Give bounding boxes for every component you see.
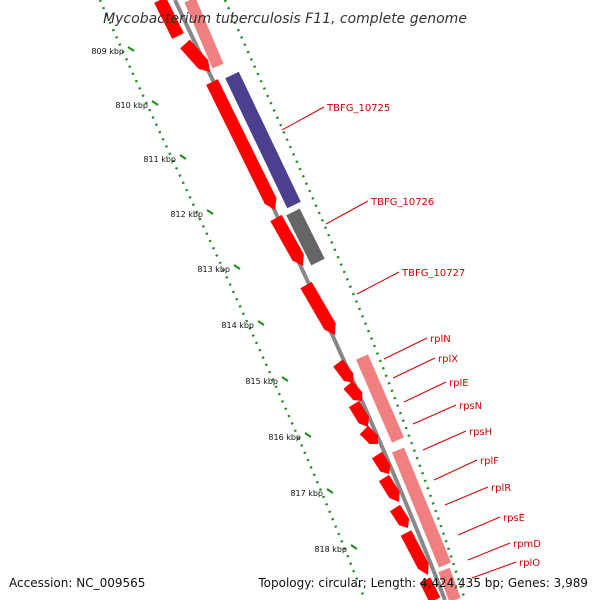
ruler-tick xyxy=(326,488,334,494)
feature-pink xyxy=(438,567,461,600)
gene-labels: TBFG_10725 TBFG_10726 TBFG_10727 rplN rplX rp… xyxy=(281,103,541,579)
outer-dotted-track xyxy=(223,0,467,600)
map-title: Mycobacterium tuberculosis F11, complete… xyxy=(103,11,467,27)
ruler-tick xyxy=(350,544,358,550)
ruler-label: 813 kbp xyxy=(197,265,230,274)
feature-track xyxy=(154,0,461,600)
ruler-label: 816 kbp xyxy=(268,433,301,442)
ruler-label: 817 kbp xyxy=(290,489,323,498)
ruler-label: 818 kbp xyxy=(314,545,347,554)
gene-label: rplO xyxy=(519,558,540,569)
cds-arrow xyxy=(419,577,441,600)
gene-label: rplR xyxy=(491,483,511,494)
inner-dotted-ruler xyxy=(98,0,367,600)
gene-label: TBFG_10725 xyxy=(326,103,390,114)
cds-arrow xyxy=(343,381,363,402)
cds-arrow xyxy=(378,474,400,502)
ruler-label: 812 kbp xyxy=(170,210,203,219)
summary-text: Topology: circular; Length: 4,424,435 bp… xyxy=(257,576,588,590)
cds-arrow xyxy=(180,39,210,72)
cds-arrow xyxy=(348,400,369,427)
cds-arrow xyxy=(400,530,429,575)
ruler-label: 810 kbp xyxy=(115,101,148,110)
gene-label: TBFG_10726 xyxy=(370,197,434,208)
cds-arrow xyxy=(389,504,410,529)
feature-blue xyxy=(225,71,301,209)
ruler-tick xyxy=(151,100,159,106)
cds-arrow xyxy=(154,0,184,39)
ruler-label: 811 kbp xyxy=(143,155,176,164)
ruler-tick xyxy=(127,46,135,52)
ruler-label: 815 kbp xyxy=(245,377,278,386)
ruler-tick xyxy=(257,320,265,326)
gene-leader-line xyxy=(444,486,489,506)
gene-leader-line xyxy=(281,106,325,131)
gene-leader-line xyxy=(422,430,467,451)
cds-arrow xyxy=(359,425,379,445)
gene-label: rpsN xyxy=(459,401,482,412)
gene-label: rpmD xyxy=(513,539,541,550)
ruler-tick xyxy=(179,154,187,160)
cds-arrow xyxy=(333,359,354,384)
accession-text: Accession: NC_009565 xyxy=(9,576,145,590)
gene-label: rplE xyxy=(449,378,469,389)
gene-leader-line xyxy=(433,459,478,481)
gene-leader-line xyxy=(392,357,436,379)
gene-label: TBFG_10727 xyxy=(401,268,465,279)
gene-label: rplF xyxy=(480,456,499,467)
feature-gray xyxy=(286,208,325,266)
feature-pink xyxy=(391,447,452,568)
ruler-tick xyxy=(281,376,289,382)
ruler-label: 809 kbp xyxy=(91,47,124,56)
ruler-ticks: 809 kbp 810 kbp 811 kbp 812 kbp 813 kbp 814 k… xyxy=(91,46,358,554)
gene-leader-line xyxy=(457,516,501,536)
ruler-tick xyxy=(304,432,312,438)
gene-leader-line xyxy=(403,381,447,403)
gene-leader-line xyxy=(412,404,457,425)
gene-leader-line xyxy=(325,200,369,225)
gene-label: rpsH xyxy=(469,427,492,438)
ruler-tick xyxy=(233,264,241,270)
ruler-label: 814 kbp xyxy=(221,321,254,330)
cds-arrow xyxy=(300,281,336,336)
gene-leader-line xyxy=(383,337,428,360)
gene-label: rplN xyxy=(430,334,451,345)
gene-label: rplX xyxy=(438,354,458,365)
cds-arrow xyxy=(206,79,277,211)
ruler-tick xyxy=(206,209,214,215)
feature-pink xyxy=(356,354,404,443)
cds-arrow xyxy=(270,214,304,266)
gene-leader-line xyxy=(467,542,511,561)
gene-label: rpsE xyxy=(503,513,525,524)
feature-pink xyxy=(184,0,224,69)
cds-arrow xyxy=(371,451,391,474)
gene-leader-line xyxy=(356,271,400,295)
gene-leader-line xyxy=(471,561,517,579)
